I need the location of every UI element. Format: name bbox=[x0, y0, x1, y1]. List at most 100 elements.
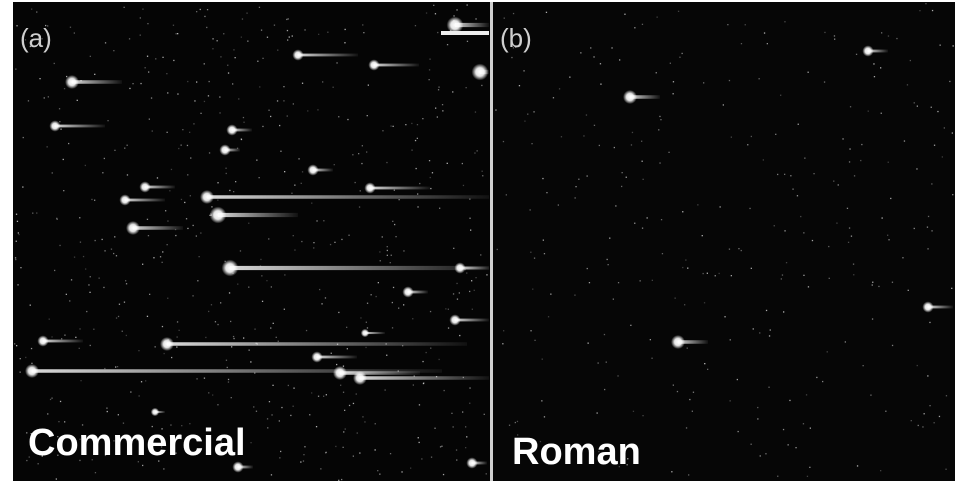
noise-dot bbox=[167, 132, 168, 133]
noise-dot bbox=[116, 317, 117, 318]
noise-dot bbox=[293, 388, 294, 389]
noise-dot bbox=[317, 109, 318, 110]
noise-dot bbox=[873, 63, 874, 64]
noise-dot bbox=[200, 113, 201, 114]
noise-dot bbox=[792, 189, 793, 190]
noise-dot bbox=[287, 30, 288, 31]
noise-dot bbox=[116, 255, 117, 256]
noise-dot bbox=[836, 223, 837, 224]
noise-dot bbox=[208, 95, 209, 96]
noise-dot bbox=[469, 387, 470, 388]
noise-dot bbox=[230, 321, 231, 322]
noise-dot bbox=[127, 174, 128, 175]
noise-dot bbox=[583, 135, 584, 136]
noise-dot bbox=[398, 308, 399, 309]
noise-dot bbox=[364, 421, 365, 422]
noise-dot bbox=[94, 74, 95, 75]
noise-dot bbox=[896, 38, 897, 39]
noise-dot bbox=[277, 50, 278, 51]
noise-dot bbox=[813, 173, 814, 174]
noise-dot bbox=[160, 256, 161, 257]
streak-head bbox=[65, 75, 79, 89]
noise-dot bbox=[301, 241, 302, 242]
streak-head bbox=[119, 194, 130, 205]
noise-dot bbox=[205, 337, 206, 338]
noise-dot bbox=[952, 194, 953, 195]
noise-dot bbox=[147, 23, 148, 24]
noise-dot bbox=[480, 254, 481, 255]
noise-dot bbox=[226, 360, 227, 361]
noise-dot bbox=[503, 141, 504, 142]
noise-dot bbox=[289, 36, 290, 37]
noise-dot bbox=[290, 415, 291, 416]
noise-dot bbox=[626, 177, 627, 178]
noise-dot bbox=[22, 186, 23, 187]
noise-dot bbox=[61, 338, 62, 339]
noise-dot bbox=[795, 447, 796, 448]
noise-dot bbox=[524, 121, 525, 122]
noise-dot bbox=[208, 311, 209, 312]
noise-dot bbox=[783, 429, 784, 430]
streak-tail bbox=[298, 54, 358, 57]
noise-dot bbox=[834, 35, 835, 36]
noise-dot bbox=[241, 37, 242, 38]
noise-dot bbox=[231, 397, 232, 398]
noise-dot bbox=[106, 408, 107, 409]
noise-dot bbox=[206, 27, 207, 28]
noise-dot bbox=[393, 126, 394, 127]
noise-dot bbox=[769, 335, 770, 336]
streak-tail bbox=[370, 187, 430, 190]
streak-head bbox=[472, 64, 489, 81]
noise-dot bbox=[447, 163, 448, 164]
noise-dot bbox=[167, 220, 168, 221]
noise-dot bbox=[440, 446, 441, 447]
noise-dot bbox=[266, 280, 267, 281]
noise-dot bbox=[391, 255, 392, 256]
noise-dot bbox=[127, 145, 128, 146]
noise-dot bbox=[140, 17, 141, 18]
noise-dot bbox=[678, 11, 679, 12]
noise-dot bbox=[313, 242, 314, 243]
noise-dot bbox=[882, 217, 883, 218]
noise-dot bbox=[164, 353, 165, 354]
noise-dot bbox=[503, 330, 504, 331]
noise-dot bbox=[25, 357, 26, 358]
noise-dot bbox=[729, 80, 730, 81]
noise-dot bbox=[249, 350, 250, 351]
noise-dot bbox=[79, 348, 80, 349]
noise-dot bbox=[79, 217, 80, 218]
streak-tail bbox=[340, 371, 420, 375]
noise-dot bbox=[417, 138, 418, 139]
noise-dot bbox=[196, 11, 197, 12]
noise-dot bbox=[385, 389, 386, 390]
noise-dot bbox=[89, 292, 90, 293]
noise-dot bbox=[442, 104, 443, 105]
noise-dot bbox=[731, 137, 732, 138]
noise-dot bbox=[217, 200, 218, 201]
noise-dot bbox=[376, 296, 377, 297]
noise-dot bbox=[321, 303, 322, 304]
noise-dot bbox=[243, 117, 244, 118]
noise-dot bbox=[587, 175, 588, 176]
noise-dot bbox=[600, 63, 601, 64]
noise-dot bbox=[77, 100, 78, 101]
noise-dot bbox=[200, 232, 201, 233]
noise-dot bbox=[435, 13, 436, 14]
noise-dot bbox=[881, 32, 882, 33]
streak-head bbox=[25, 364, 39, 378]
noise-dot bbox=[433, 5, 434, 6]
noise-dot bbox=[853, 264, 854, 265]
noise-dot bbox=[542, 359, 543, 360]
noise-dot bbox=[719, 273, 720, 274]
noise-dot bbox=[651, 358, 652, 359]
noise-dot bbox=[430, 188, 431, 189]
noise-dot bbox=[95, 472, 96, 473]
noise-dot bbox=[597, 412, 598, 413]
noise-dot bbox=[401, 471, 402, 472]
noise-dot bbox=[393, 287, 394, 288]
noise-dot bbox=[888, 239, 889, 240]
noise-dot bbox=[660, 119, 661, 120]
noise-dot bbox=[227, 65, 228, 66]
noise-dot bbox=[671, 471, 672, 472]
noise-dot bbox=[273, 323, 274, 324]
